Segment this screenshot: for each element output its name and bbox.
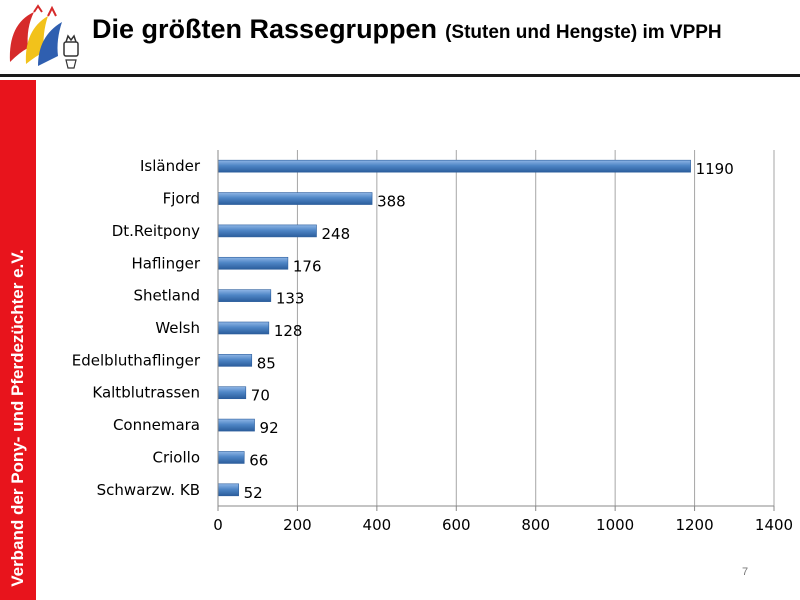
bar (217, 451, 245, 464)
category-label: Criollo (153, 448, 201, 466)
data-label: 70 (251, 387, 270, 405)
category-label: Shetland (133, 287, 200, 305)
data-label: 128 (274, 322, 303, 340)
bar (217, 256, 289, 270)
bar (217, 386, 247, 400)
data-label: 176 (293, 257, 322, 275)
bar (217, 483, 239, 497)
bar (217, 289, 272, 302)
data-label: 52 (244, 484, 263, 502)
bar (217, 418, 255, 432)
data-label: 66 (249, 451, 268, 469)
title-main: Die größten Rassegruppen (92, 14, 438, 44)
title-subtitle: (Stuten und Hengste) im VPPH (445, 22, 722, 43)
x-tick-label: 400 (363, 516, 392, 534)
bar (217, 159, 691, 173)
vpph-logo (9, 4, 79, 69)
bar (217, 354, 253, 367)
x-tick-label: 1000 (596, 516, 634, 534)
bar (217, 321, 270, 335)
category-label: Edelbluthaflinger (72, 351, 201, 369)
x-tick-label: 0 (213, 516, 223, 534)
category-label: Haflinger (131, 254, 200, 272)
x-tick-label: 1200 (675, 516, 713, 534)
bar (217, 192, 373, 205)
category-label: Fjord (163, 190, 200, 208)
bar (217, 224, 317, 238)
data-label: 248 (321, 225, 350, 243)
data-label: 133 (276, 290, 305, 308)
page-title: Die größten Rassegruppen (Stuten und Heng… (92, 14, 722, 45)
x-tick-label: 600 (442, 516, 471, 534)
category-label: Isländer (140, 157, 201, 175)
data-label: 92 (260, 419, 279, 437)
category-label: Dt.Reitpony (112, 222, 200, 240)
header-divider (0, 74, 800, 77)
sidebar-text: Verband der Pony- und Pferdezüchter e.V. (8, 249, 27, 587)
data-label: 388 (377, 193, 406, 211)
category-label: Schwarzw. KB (97, 481, 200, 499)
x-tick-label: 200 (283, 516, 312, 534)
sidebar-banner: Verband der Pony- und Pferdezüchter e.V. (0, 80, 36, 600)
page-number: 7 (742, 566, 749, 578)
breed-bar-chart: Isländer 1190 Fjord 388 Dt.Reitpony 248 Haflin… (72, 150, 793, 534)
data-label: 1190 (696, 160, 734, 178)
category-label: Connemara (113, 416, 200, 434)
x-tick-label: 1400 (755, 516, 793, 534)
x-tick-label: 800 (521, 516, 550, 534)
category-label: Welsh (155, 319, 200, 337)
category-label: Kaltblutrassen (92, 384, 200, 402)
data-label: 85 (257, 354, 276, 372)
